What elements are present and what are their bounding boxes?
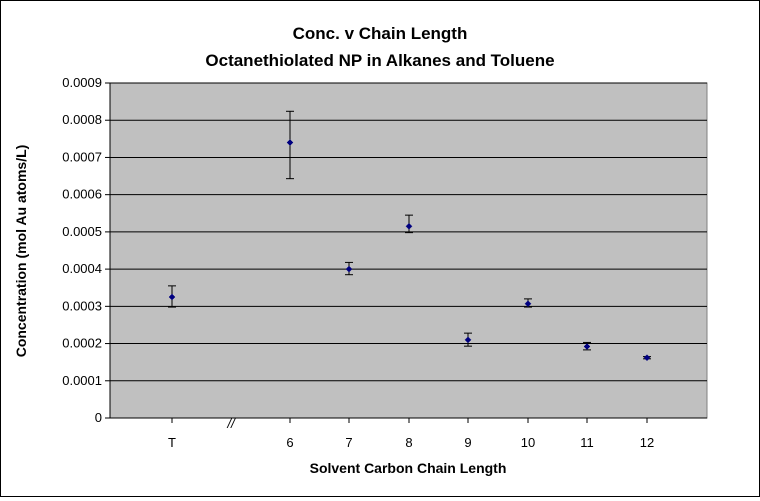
chart-subtitle: Octanethiolated NP in Alkanes and Toluen… — [205, 51, 554, 70]
x-tick-label-12: 12 — [640, 435, 654, 450]
data-point-T — [168, 285, 176, 308]
x-tick-label-9: 9 — [464, 435, 471, 450]
y-tick-label-4: 0.0004 — [62, 261, 102, 276]
x-tick-label-8: 8 — [405, 435, 412, 450]
data-series — [168, 110, 651, 362]
y-tick-label-3: 0.0003 — [62, 298, 102, 313]
x-tick-label-10: 10 — [521, 435, 535, 450]
y-tick-label-7: 0.0007 — [62, 149, 102, 164]
x-tick-label-T: T — [168, 435, 176, 450]
data-point-7 — [345, 261, 353, 276]
data-point-11 — [583, 341, 591, 351]
y-tick-label-6: 0.0006 — [62, 187, 102, 202]
marker-10 — [524, 300, 532, 308]
x-tick-label-7: 7 — [345, 435, 352, 450]
marker-8 — [405, 222, 413, 230]
x-tick-label-6: 6 — [286, 435, 293, 450]
marker-11 — [583, 343, 591, 350]
marker-6 — [286, 139, 294, 146]
data-point-12 — [643, 354, 651, 362]
data-point-10 — [524, 298, 532, 308]
y-tick-label-1: 0.0001 — [62, 373, 102, 388]
marker-7 — [345, 265, 353, 273]
marker-T — [168, 293, 176, 301]
y-tick-label-0: 0 — [95, 410, 102, 425]
marker-12 — [643, 354, 651, 362]
y-tick-label-2: 0.0002 — [62, 336, 102, 351]
y-tick-label-9: 0.0009 — [62, 75, 102, 90]
data-point-8 — [405, 214, 413, 234]
tick-labels: 0 0.0001 0.0002 0.0003 0.0004 0.0005 0.0006 0.0… — [62, 75, 654, 450]
data-point-9 — [464, 332, 472, 347]
data-point-6 — [286, 110, 294, 180]
x-axis-label: Solvent Carbon Chain Length — [310, 460, 507, 476]
chart-title: Conc. v Chain Length — [293, 24, 468, 43]
plot-area — [109, 82, 708, 419]
x-axis-break: // — [226, 416, 236, 431]
y-tick-label-5: 0.0005 — [62, 224, 102, 239]
y-tick-label-8: 0.0008 — [62, 112, 102, 127]
x-tick-label-11: 11 — [580, 435, 594, 450]
y-axis-label: Concentration (mol Au atoms/L) — [13, 145, 29, 358]
axes — [105, 82, 707, 423]
marker-9 — [464, 336, 472, 344]
